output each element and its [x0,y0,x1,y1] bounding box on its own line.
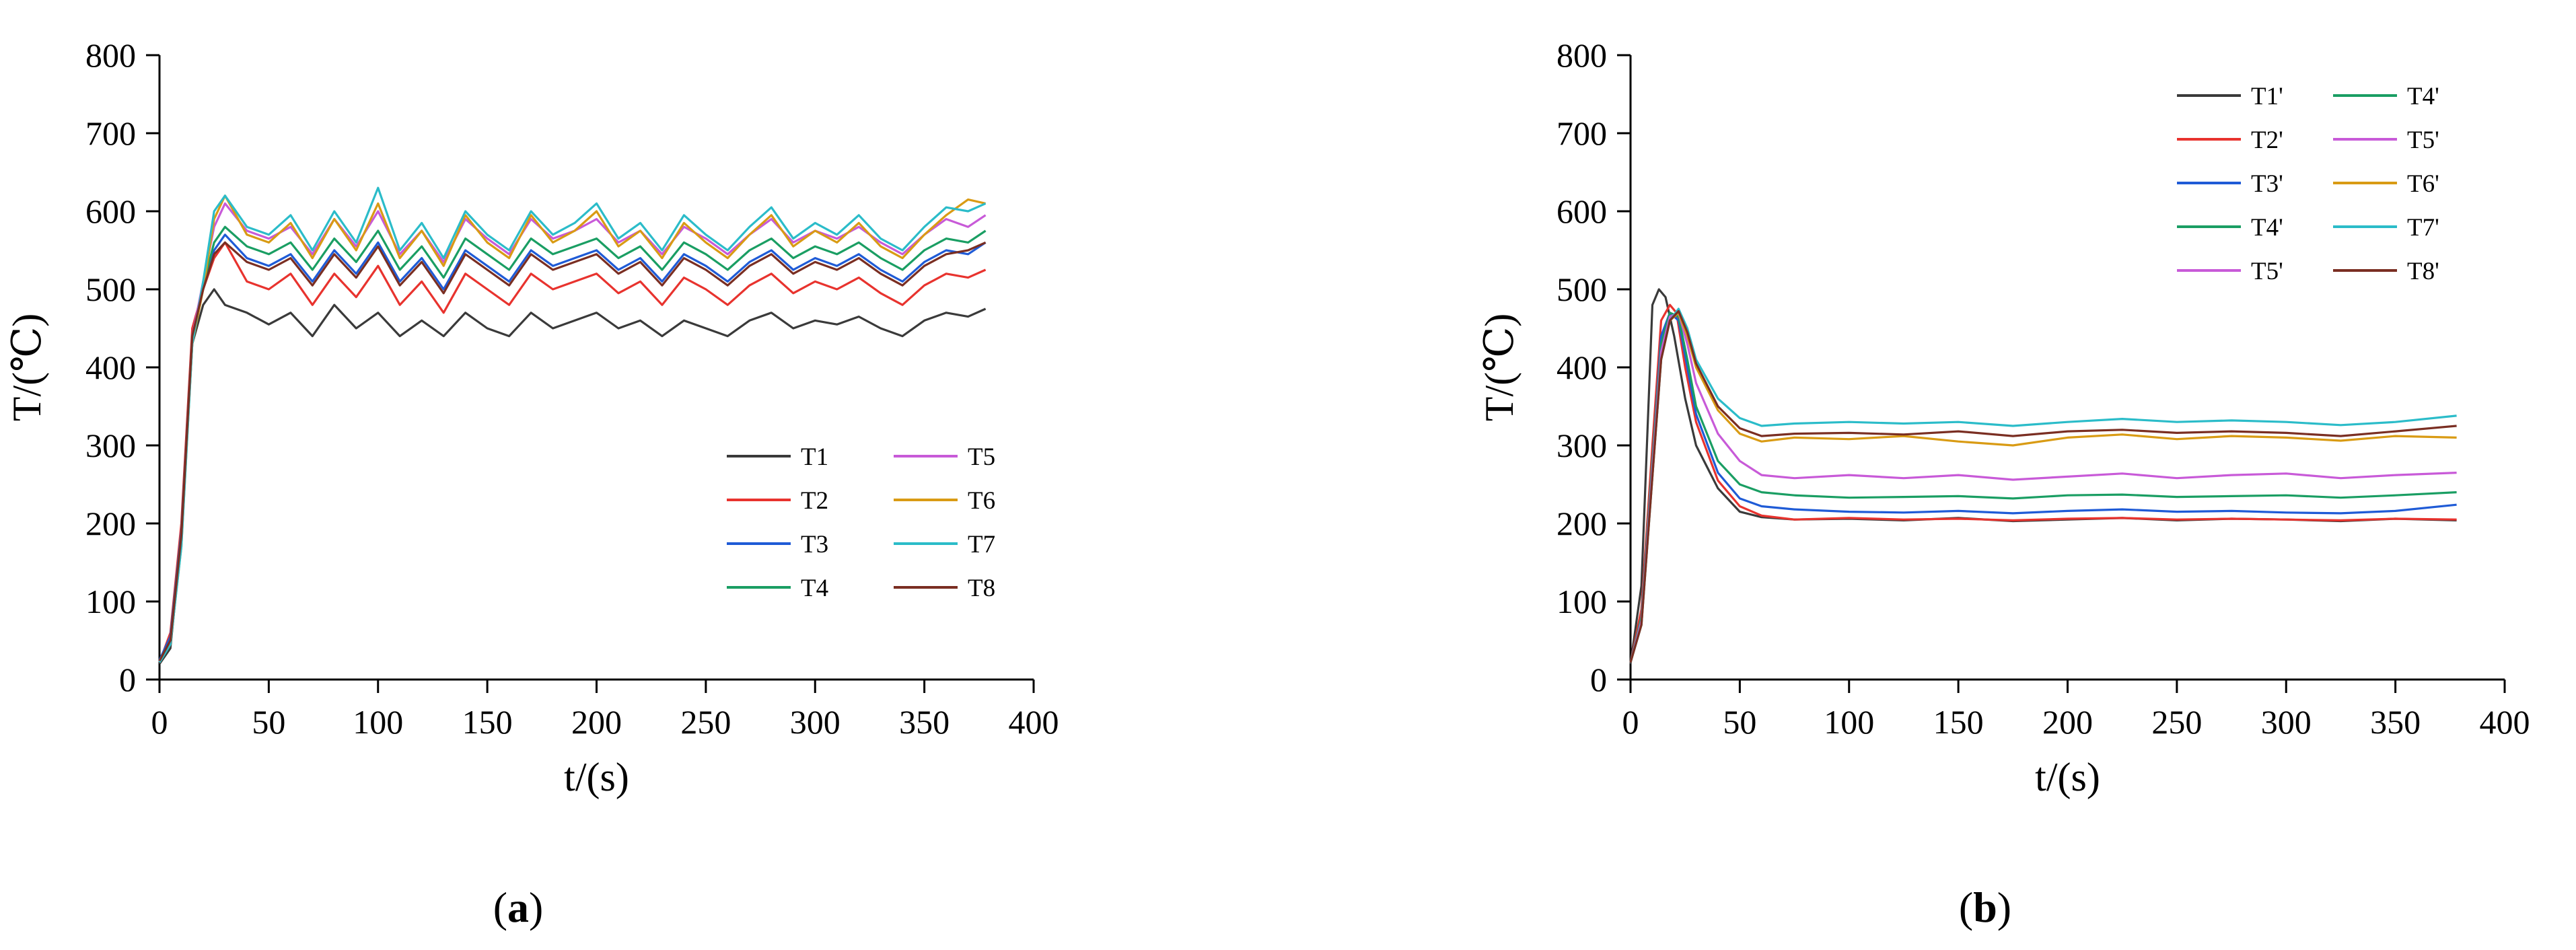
x-tick-label: 400 [1009,703,1059,741]
legend-label: T3' [2251,170,2283,198]
series-line-3 [158,233,987,661]
y-tick-label: 600 [85,192,136,230]
y-tick-label: 100 [85,583,136,620]
y-tick-label: 200 [85,505,136,542]
y-tick-label: 300 [1557,427,1607,464]
legend-label: T1' [2251,83,2283,110]
legend-label: T2' [2251,126,2283,154]
legend-label: T4' [2251,214,2283,242]
x-tick-label: 200 [571,703,622,741]
y-tick-label: 500 [85,270,136,308]
x-tick-label: 250 [680,703,731,741]
legend-label: T5' [2251,258,2283,285]
x-tick-label: 250 [2151,703,2202,741]
x-tick-label: 150 [462,703,513,741]
y-tick-label: 0 [119,661,136,698]
x-tick-label: 0 [151,703,168,741]
series-line-2 [158,241,987,663]
series-line-5 [158,202,987,663]
x-tick-label: 300 [790,703,840,741]
series-line-4 [158,225,987,661]
x-tick-label: 100 [1824,703,1874,741]
series-line-2 [1629,303,2457,663]
panel-label: (b) [1959,883,2011,931]
series-line-4 [1629,312,2457,663]
x-tick-label: 50 [1723,703,1756,741]
x-tick-label: 350 [899,703,950,741]
y-tick-label: 800 [1557,36,1607,74]
legend-label: T5 [968,443,995,471]
y-tick-label: 700 [1557,114,1607,152]
legend-label: T2 [801,487,828,515]
legend-label: T7 [968,531,995,558]
y-tick-label: 700 [85,114,136,152]
legend-label: T4' [2407,83,2439,110]
legend-label: T8' [2407,258,2439,285]
legend-label: T3 [801,531,828,558]
legend-label: T6' [2407,170,2439,198]
y-tick-label: 400 [1557,349,1607,386]
x-tick-label: 150 [1933,703,1984,741]
series-line-8 [1629,309,2457,663]
legend-label: T1 [801,443,828,471]
x-tick-label: 300 [2261,703,2312,741]
series-line-7 [1629,307,2457,663]
x-axis-title: t/(s) [2035,755,2100,799]
series-line-8 [158,241,987,661]
legend-label: T7' [2407,214,2439,242]
chart-panel-a: 0 50 100 150 200 250 300 350 400 0 100 200 300 400 500… [5,36,1059,931]
x-axis-title: t/(s) [564,755,629,799]
series-line-5 [1629,312,2457,663]
x-tick-label: 400 [2480,703,2530,741]
y-axis-title: T/(℃) [1477,314,1522,421]
x-tick-label: 50 [252,703,285,741]
x-tick-label: 200 [2042,703,2093,741]
y-tick-label: 600 [1557,192,1607,230]
series-line-3 [1629,312,2457,663]
y-axis-title: T/(℃) [5,314,49,421]
legend-label: T5' [2407,126,2439,154]
chart-panel-b: 0 50 100 150 200 250 300 350 400 0 100 200 300 400 500… [1477,36,2530,931]
y-tick-label: 400 [85,349,136,386]
series-line-1 [158,288,987,665]
y-tick-label: 500 [1557,270,1607,308]
x-tick-label: 100 [353,703,403,741]
y-tick-label: 200 [1557,505,1607,542]
y-tick-label: 300 [85,427,136,464]
series-line-7 [158,186,987,663]
x-tick-label: 0 [1622,703,1639,741]
panel-label: (a) [493,883,544,931]
x-tick-label: 350 [2370,703,2421,741]
legend-label: T6 [968,487,995,515]
y-tick-label: 0 [1590,661,1607,698]
y-tick-label: 100 [1557,583,1607,620]
series-line-6 [1629,312,2457,663]
legend-label: T8 [968,575,995,602]
legend-label: T4 [801,575,828,602]
series-line-6 [158,194,986,663]
y-tick-label: 800 [85,36,136,74]
